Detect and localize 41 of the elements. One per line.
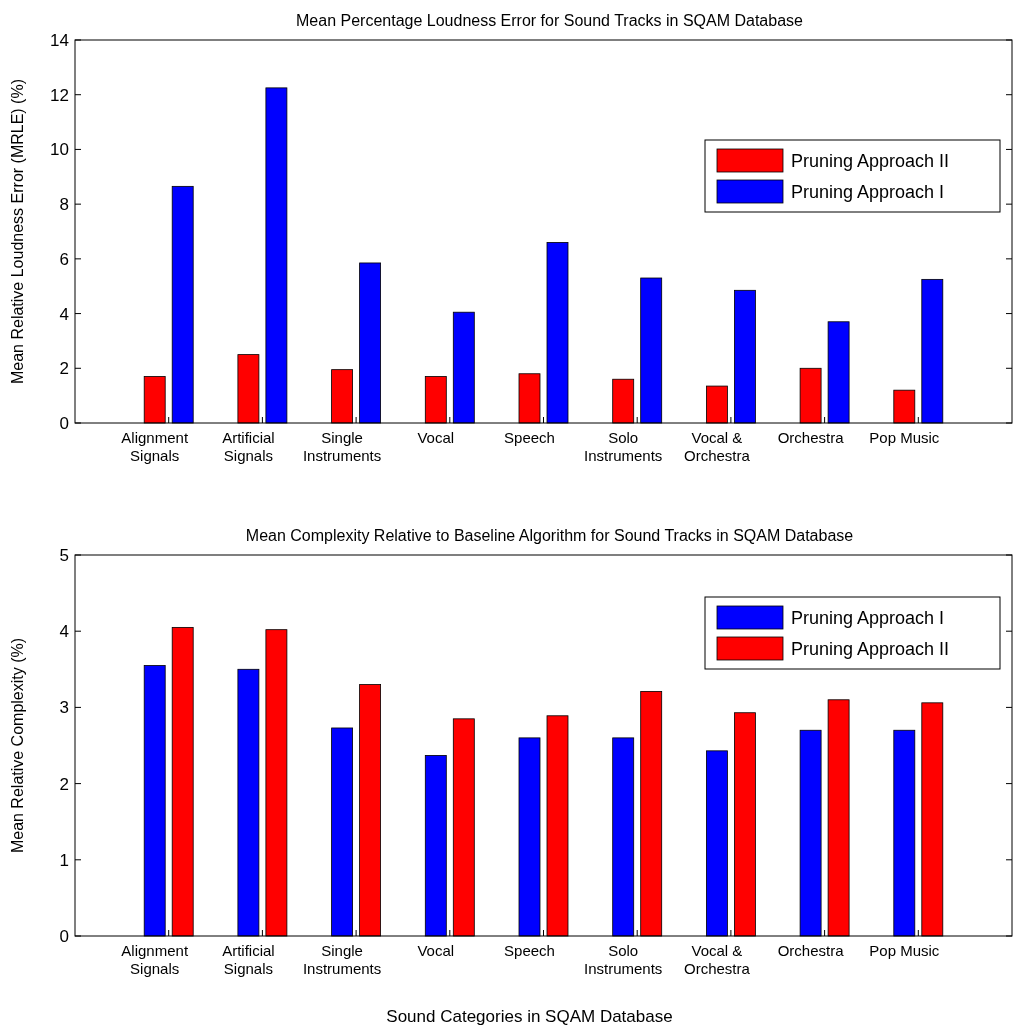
y-tick-label: 5 <box>59 545 69 565</box>
y-tick-label: 1 <box>59 850 69 870</box>
x-tick-label: Vocal & Orchestra <box>683 942 751 977</box>
y-tick-label: 8 <box>59 195 69 215</box>
x-tick-label: Artificial Signals <box>222 429 275 464</box>
y-axis-title: Mean Relative Loudness Error (MRLE) (%) <box>9 79 26 384</box>
chart-title: Mean Percentage Loudness Error for Sound Tracks in SQAM Database <box>296 12 804 29</box>
legend-label: Pruning Approach I <box>791 608 945 629</box>
chart-title: Mean Complexity Relative to Baseline Algorithm for Sound Tracks in SQAM Database <box>245 527 854 544</box>
y-tick-label: 10 <box>50 140 69 160</box>
y-tick-label: 12 <box>50 85 69 105</box>
x-tick-label: Pop Music <box>869 429 940 446</box>
x-axis-title: Sound Categories in SQAM Database <box>386 1007 673 1026</box>
y-tick-label: 0 <box>59 926 69 946</box>
x-tick-label: Single Instruments <box>302 942 382 977</box>
y-axis-title: Mean Relative Complexity (%) <box>9 637 26 854</box>
y-tick-label: 2 <box>59 774 69 794</box>
x-tick-label: Single Instruments <box>302 429 382 464</box>
y-tick-label: 6 <box>59 249 69 269</box>
x-tick-label: Orchestra <box>777 429 845 446</box>
x-tick-label: Vocal & Orchestra <box>683 429 751 464</box>
y-tick-label: 2 <box>59 359 69 379</box>
legend-label: Pruning Approach I <box>791 182 945 203</box>
y-tick-label: 4 <box>59 304 69 324</box>
legend-label: Pruning Approach II <box>791 151 950 172</box>
x-tick-label: Pop Music <box>869 942 940 959</box>
x-tick-label: Solo Instruments <box>584 429 663 464</box>
x-tick-label: Orchestra <box>777 942 845 959</box>
x-tick-label: Alignment Signals <box>121 429 189 464</box>
y-tick-label: 4 <box>59 622 69 642</box>
x-tick-label: Vocal <box>417 942 455 959</box>
y-tick-label: 14 <box>50 30 69 50</box>
x-tick-label: Solo Instruments <box>584 942 663 977</box>
legend-label: Pruning Approach II <box>791 639 950 660</box>
y-tick-label: 3 <box>59 698 69 718</box>
y-tick-label: 0 <box>59 413 69 433</box>
x-tick-label: Artificial Signals <box>222 942 275 977</box>
x-tick-label: Speech <box>504 429 555 446</box>
x-tick-label: Alignment Signals <box>121 942 189 977</box>
x-tick-label: Vocal <box>417 429 455 446</box>
x-tick-label: Speech <box>504 942 555 959</box>
